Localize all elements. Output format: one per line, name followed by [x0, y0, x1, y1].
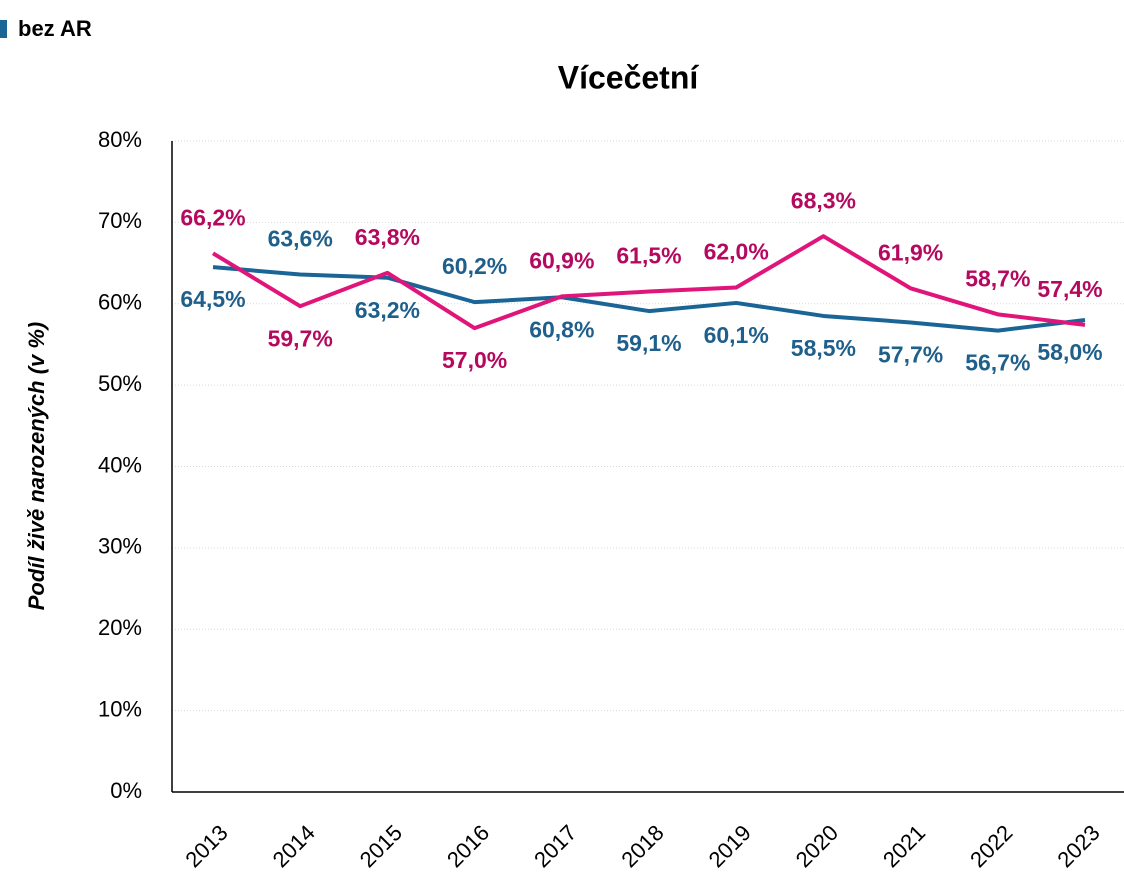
data-label: 58,7%: [965, 265, 1030, 291]
data-label: 64,5%: [180, 286, 245, 312]
y-tick-label: 50%: [98, 371, 142, 396]
y-tick-label: 60%: [98, 290, 142, 315]
y-tick-label: 30%: [98, 534, 142, 559]
series-line: [212, 265, 1086, 333]
data-label: 57,7%: [878, 342, 943, 368]
data-label: 60,1%: [704, 322, 769, 348]
y-tick-label: 40%: [98, 452, 142, 477]
x-tick-label: 2014: [268, 820, 320, 872]
data-label: 68,3%: [791, 187, 856, 213]
chart-title: Vícečetní: [558, 59, 700, 95]
y-axis-label: Podíl živě narozených (v %): [24, 322, 49, 611]
x-tick-label: 2013: [180, 820, 232, 872]
data-label: 63,6%: [268, 226, 333, 252]
x-tick-label: 2020: [791, 820, 843, 872]
data-label: 63,2%: [355, 297, 420, 323]
x-tick-label: 2018: [616, 820, 668, 872]
y-tick-label: 10%: [98, 696, 142, 721]
data-label: 60,8%: [529, 316, 594, 342]
data-label: 56,7%: [965, 350, 1030, 376]
x-tick-label: 2015: [355, 820, 407, 872]
y-tick-label: 20%: [98, 615, 142, 640]
x-tick-label: 2016: [442, 820, 494, 872]
data-label: 57,4%: [1037, 276, 1102, 302]
data-label: 62,0%: [704, 239, 769, 265]
data-label: 60,2%: [442, 253, 507, 279]
data-label: 57,0%: [442, 347, 507, 373]
data-label: 66,2%: [180, 204, 245, 230]
series-line: [211, 234, 1086, 331]
data-label: 61,5%: [616, 243, 681, 269]
y-tick-label: 0%: [110, 778, 142, 803]
x-tick-label: 2019: [704, 820, 756, 872]
data-label: 59,7%: [268, 325, 333, 351]
y-tick-label: 70%: [98, 208, 142, 233]
data-label: 58,0%: [1037, 339, 1102, 365]
legend-label: bez AR: [18, 16, 92, 41]
legend-swatch: [0, 20, 7, 38]
x-tick-label: 2022: [965, 820, 1017, 872]
data-label: 61,9%: [878, 239, 943, 265]
data-label: 60,9%: [529, 248, 594, 274]
x-tick-label: 2021: [878, 820, 930, 872]
data-label: 58,5%: [791, 335, 856, 361]
x-tick-label: 2023: [1052, 820, 1104, 872]
y-tick-label: 80%: [98, 127, 142, 152]
data-label: 63,8%: [355, 224, 420, 250]
data-label: 59,1%: [616, 330, 681, 356]
x-tick-label: 2017: [529, 820, 581, 872]
